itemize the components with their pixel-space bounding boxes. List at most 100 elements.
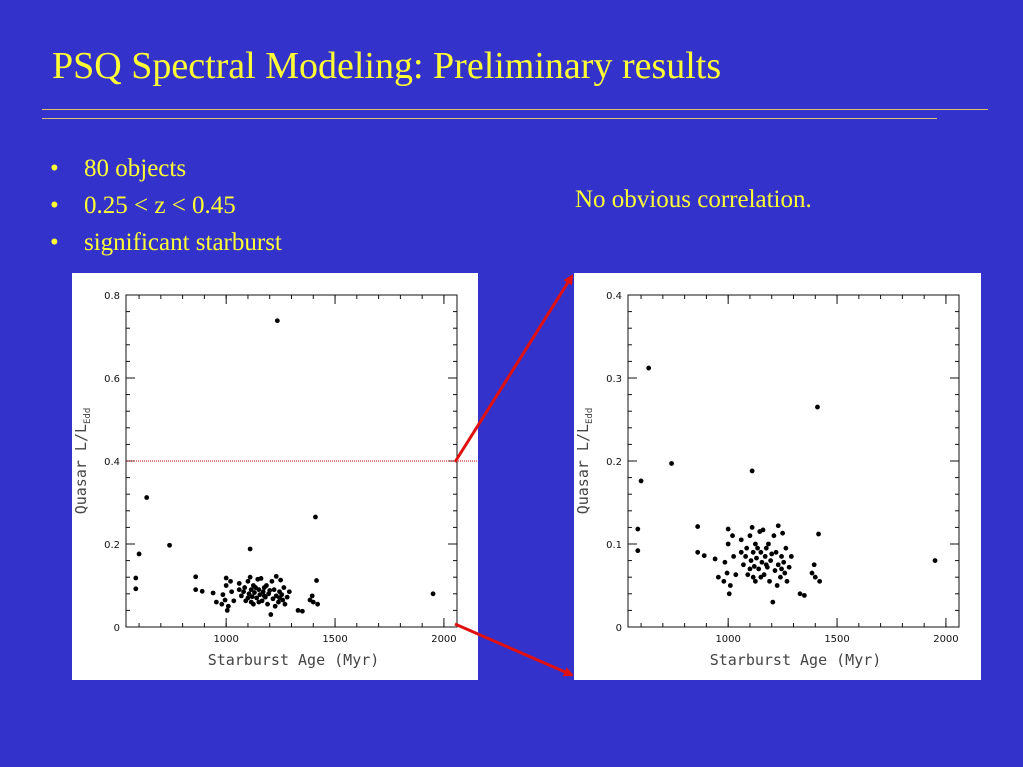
- x-axis-label: Starburst Age (Myr): [208, 651, 380, 669]
- data-point: [245, 595, 251, 601]
- y-axis-label-main: Quasar L/L: [72, 424, 90, 514]
- chart-full-range: 1000 1500 2000 0 0.2 0.4 0.6 0.8 Starburst Age (…: [72, 291, 478, 669]
- data-point: [775, 523, 781, 529]
- data-point: [256, 587, 262, 593]
- data-point: [213, 599, 219, 605]
- data-point: [774, 583, 780, 588]
- chart-zoomed: 1000 1500 2000 0 0.1 0.2 0.3 0.4 Starburst Age (…: [574, 291, 960, 669]
- data-point: [747, 566, 753, 572]
- bullet-text: significant starburst: [84, 229, 282, 256]
- data-point: [248, 587, 254, 593]
- y-tick-label: 0.2: [606, 457, 622, 468]
- data-point: [743, 554, 748, 559]
- data-point: [761, 572, 767, 578]
- data-point: [769, 551, 775, 557]
- data-point: [749, 525, 755, 530]
- data-point: [725, 541, 731, 547]
- x-tick-label: 1500: [824, 634, 849, 645]
- slide-title: PSQ Spectral Modeling: Preliminary resul…: [52, 45, 722, 87]
- data-point: [695, 524, 701, 529]
- data-point: [775, 562, 781, 568]
- data-point: [281, 585, 287, 590]
- y-tick-label: 0.4: [606, 291, 622, 302]
- data-point: [257, 592, 263, 598]
- data-point: [245, 578, 251, 584]
- data-point: [260, 589, 266, 595]
- chart-zoomed-panel: 1000 1500 2000 0 0.1 0.2 0.3 0.4 Starburst Age (…: [574, 273, 981, 680]
- data-point: [669, 461, 674, 466]
- data-point: [638, 478, 644, 484]
- data-point: [752, 578, 758, 584]
- data-point: [282, 601, 288, 607]
- bullet-dot-icon: •: [50, 229, 59, 256]
- data-point: [695, 549, 701, 555]
- data-point: [241, 589, 246, 595]
- data-point: [750, 549, 756, 555]
- data-point: [797, 591, 803, 597]
- data-point: [741, 562, 746, 568]
- data-point: [712, 556, 718, 562]
- x-tick-label: 2000: [431, 634, 456, 645]
- data-point: [767, 578, 772, 584]
- y-tick-label: 0.3: [606, 374, 622, 385]
- data-point: [771, 533, 777, 539]
- data-point: [144, 495, 150, 500]
- data-point: [738, 549, 744, 555]
- data-point: [809, 570, 815, 576]
- y-tick-label: 0: [616, 623, 622, 634]
- data-point: [222, 597, 228, 603]
- data-point: [246, 591, 252, 597]
- data-point: [224, 608, 230, 613]
- data-point: [744, 545, 750, 551]
- x-tick-label: 2000: [933, 634, 958, 645]
- data-point: [724, 570, 730, 576]
- data-point: [779, 554, 784, 559]
- data-point: [788, 554, 794, 559]
- data-point: [745, 572, 751, 578]
- data-point: [779, 566, 784, 572]
- y-axis-label-main: Quasar L/L: [574, 424, 592, 514]
- data-point: [772, 568, 778, 573]
- data-point: [267, 588, 273, 593]
- data-point: [247, 546, 253, 552]
- data-point: [313, 514, 318, 520]
- data-point: [758, 574, 764, 580]
- data-point: [721, 578, 727, 584]
- data-point: [749, 468, 755, 474]
- data-point: [250, 601, 256, 607]
- y-axis-label: Quasar L/LEdd: [574, 408, 595, 515]
- data-point: [812, 574, 818, 580]
- data-point: [780, 530, 786, 536]
- data-point: [193, 587, 199, 593]
- data-point: [249, 594, 255, 600]
- data-point: [725, 526, 731, 532]
- bullet-text: 80 objects: [84, 155, 187, 182]
- data-point: [310, 599, 316, 605]
- data-point: [778, 574, 783, 580]
- title-divider-bottom: [42, 118, 937, 119]
- data-point: [715, 574, 721, 580]
- data-point: [811, 562, 817, 568]
- x-tick-label: 1000: [213, 634, 238, 645]
- data-point: [272, 603, 278, 609]
- data-point: [722, 559, 728, 565]
- data-point: [269, 578, 275, 584]
- data-point: [228, 578, 233, 584]
- data-point: [763, 545, 769, 551]
- data-point: [261, 593, 267, 599]
- data-point: [258, 576, 264, 581]
- plot-frame: [125, 294, 458, 628]
- data-point: [136, 551, 142, 557]
- y-tick-label: 0.4: [104, 457, 120, 468]
- data-point: [225, 603, 231, 609]
- data-point: [756, 566, 762, 572]
- y-axis-label-subscript: Edd: [83, 408, 93, 424]
- data-point: [815, 404, 820, 410]
- data-point: [758, 549, 764, 555]
- bullet-item: • significant starburst: [50, 224, 282, 261]
- data-point: [229, 589, 235, 595]
- data-point: [236, 587, 242, 593]
- data-point: [635, 526, 641, 532]
- data-point: [763, 562, 769, 568]
- bullet-item: • 80 objects: [50, 150, 282, 187]
